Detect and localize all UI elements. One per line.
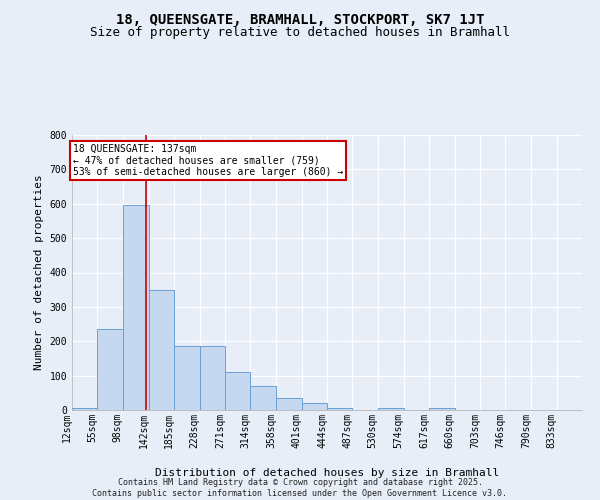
Text: Size of property relative to detached houses in Bramhall: Size of property relative to detached ho… [90, 26, 510, 39]
Bar [123, 206, 149, 410]
Text: 18 QUEENSGATE: 137sqm
← 47% of detached houses are smaller (759)
53% of semi-det: 18 QUEENSGATE: 137sqm ← 47% of detached … [73, 144, 343, 177]
Bar [225, 372, 250, 410]
Bar [149, 290, 174, 410]
Text: Distribution of detached houses by size in Bramhall: Distribution of detached houses by size … [155, 468, 499, 477]
Bar [250, 386, 276, 410]
Bar [97, 329, 123, 410]
Bar [429, 408, 455, 410]
Bar [276, 398, 302, 410]
Text: Contains HM Land Registry data © Crown copyright and database right 2025.
Contai: Contains HM Land Registry data © Crown c… [92, 478, 508, 498]
Bar [327, 408, 352, 410]
Text: 18, QUEENSGATE, BRAMHALL, STOCKPORT, SK7 1JT: 18, QUEENSGATE, BRAMHALL, STOCKPORT, SK7… [116, 12, 484, 26]
Bar [302, 403, 327, 410]
Y-axis label: Number of detached properties: Number of detached properties [34, 174, 44, 370]
Bar [378, 408, 404, 410]
Bar [174, 346, 199, 410]
Bar [72, 408, 97, 410]
Bar [199, 346, 225, 410]
